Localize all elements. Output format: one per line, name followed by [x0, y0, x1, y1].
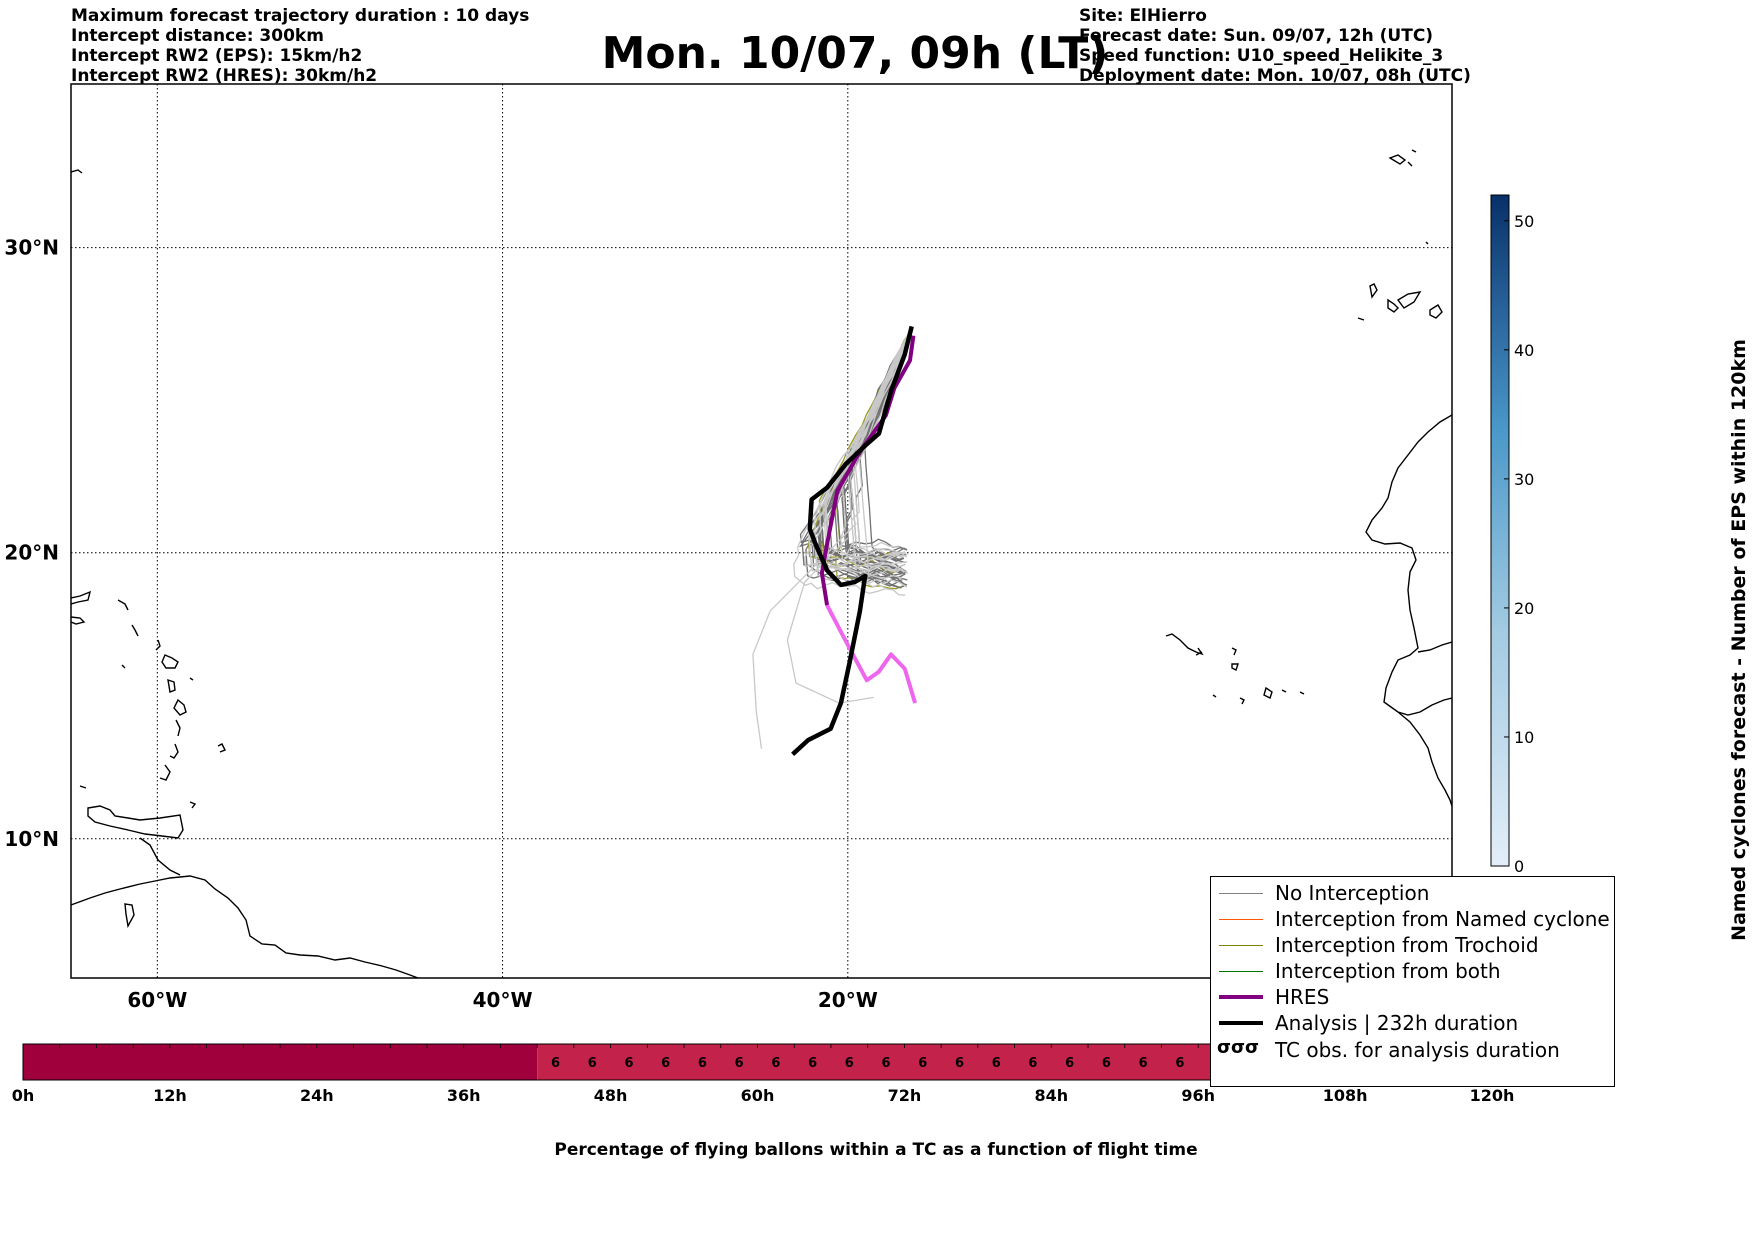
legend-label: Interception from Named cyclone	[1275, 907, 1610, 931]
colorbar-tick-label: 10	[1514, 728, 1534, 747]
legend-row-no-interception: No Interception	[1211, 879, 1614, 908]
map-title: Mon. 10/07, 09h (LT)	[601, 28, 1109, 79]
map-tick-labels: 60°W 40°W 20°W 30°N 20°N 10°N	[4, 236, 877, 1012]
colorbar-gradient	[1490, 194, 1510, 867]
colorbar-tick-label: 0	[1514, 857, 1524, 876]
legend-swatch	[1219, 971, 1263, 972]
time-bar-tick-label: 96h	[1181, 1086, 1215, 1105]
time-bar-value-label: 6	[845, 1056, 854, 1071]
colorbar-ticks: 0 10 20 30 40 50	[1504, 212, 1534, 876]
eps-trajectories	[752, 329, 913, 749]
header-left-line: Intercept distance: 300km	[71, 26, 324, 46]
time-bar-tick-label: 108h	[1323, 1086, 1368, 1105]
time-bar-value-label: 6	[1102, 1056, 1111, 1071]
header-left: Maximum forecast trajectory duration : 1…	[71, 6, 529, 86]
legend-label: Analysis | 232h duration	[1275, 1011, 1519, 1035]
legend-row-trochoid: Interception from Trochoid	[1211, 931, 1614, 960]
time-bar-tick-label: 48h	[594, 1086, 628, 1105]
legend-label: TC obs. for analysis duration	[1275, 1038, 1560, 1062]
time-bar-tick-label: 36h	[447, 1086, 481, 1105]
hres-trajectory	[819, 335, 916, 606]
time-bar-value-label: 6	[771, 1056, 780, 1071]
time-bar-value-label: 6	[808, 1056, 817, 1071]
time-bar-tick-label: 120h	[1470, 1086, 1515, 1105]
time-bar-value-label: 6	[698, 1056, 707, 1071]
lat-tick-label: 10°N	[4, 827, 59, 851]
legend-swatch	[1219, 945, 1263, 946]
time-bar-value-label: 6	[1028, 1056, 1037, 1071]
lon-tick-label: 40°W	[473, 988, 533, 1012]
time-bar-value-label: 6	[735, 1056, 744, 1071]
header-left-line: Intercept RW2 (EPS): 15km/h2	[71, 46, 363, 66]
time-bar-value-label: 6	[1065, 1056, 1074, 1071]
legend-row-hres: HRES	[1211, 983, 1614, 1012]
lon-tick-label: 20°W	[818, 988, 878, 1012]
map-frame	[70, 83, 1453, 979]
header-right-line: Speed function: U10_speed_Helikite_3	[1079, 46, 1444, 66]
time-bar-value-label: 6	[992, 1056, 1001, 1071]
map-grid	[71, 84, 1452, 978]
time-bar-value-label: 6	[624, 1056, 633, 1071]
legend-label: Interception from Trochoid	[1275, 933, 1539, 957]
header-left-line: Intercept RW2 (HRES): 30km/h2	[71, 66, 378, 86]
header-right-line: Site: ElHierro	[1079, 6, 1207, 26]
coastline-africa	[1165, 149, 1452, 807]
eps-trajectory	[857, 329, 913, 578]
time-bar-title: Percentage of flying ballons within a TC…	[554, 1140, 1198, 1160]
header-right-line: Deployment date: Mon. 10/07, 08h (UTC)	[1079, 66, 1471, 86]
time-bar-value-label: 6	[1139, 1056, 1148, 1071]
eps-trajectory	[825, 329, 913, 558]
colorbar: 0 10 20 30 40 50	[1490, 194, 1534, 876]
analysis-trajectory	[791, 325, 914, 756]
colorbar-tick-label: 40	[1514, 341, 1534, 360]
legend-swatch	[1219, 1021, 1263, 1025]
coastline-caribbean	[71, 169, 419, 978]
time-bar-segment-dark	[23, 1044, 538, 1080]
eps-trajectory	[845, 329, 913, 560]
hres-trajectory-late	[825, 604, 918, 704]
time-bar-value-label: 6	[551, 1056, 560, 1071]
header-right-line: Forecast date: Sun. 09/07, 12h (UTC)	[1079, 26, 1434, 46]
header-left-line: Maximum forecast trajectory duration : 1…	[71, 6, 530, 26]
colorbar-label: Named cyclones forecast - Number of EPS …	[1728, 339, 1750, 941]
time-bar-value-label: 6	[661, 1056, 670, 1071]
legend-row-analysis: Analysis | 232h duration	[1211, 1009, 1614, 1038]
lon-tick-label: 60°W	[127, 988, 187, 1012]
time-bar-tick-label: 84h	[1034, 1086, 1068, 1105]
legend-row-named-cyclone: Interception from Named cyclone	[1211, 905, 1614, 934]
legend-swatch	[1219, 995, 1263, 999]
lat-tick-label: 20°N	[4, 541, 59, 565]
legend-row-both: Interception from both	[1211, 957, 1614, 986]
colorbar-tick-label: 30	[1514, 470, 1534, 489]
time-bar-value-label: 6	[955, 1056, 964, 1071]
time-bar-tick-label: 60h	[741, 1086, 775, 1105]
time-bar-tick-label: 0h	[12, 1086, 35, 1105]
time-bar-value-label: 6	[918, 1056, 927, 1071]
eps-trajectory	[786, 537, 874, 704]
header-right: Site: ElHierro Forecast date: Sun. 09/07…	[1079, 6, 1471, 86]
legend-row-tc-obs: σσσ TC obs. for analysis duration	[1211, 1036, 1614, 1065]
legend-swatch	[1219, 919, 1263, 920]
time-bar-tick-label: 12h	[153, 1086, 187, 1105]
colorbar-tick-label: 50	[1514, 212, 1534, 231]
legend-swatch	[1219, 893, 1263, 894]
time-bar-value-label: 6	[588, 1056, 597, 1071]
lat-tick-label: 30°N	[4, 236, 59, 260]
tc-symbol-icon: σσσ	[1217, 1037, 1260, 1058]
legend: No Interception Interception from Named …	[1210, 876, 1615, 1087]
time-bar-tick-label: 72h	[888, 1086, 922, 1105]
time-bar-tick-label: 24h	[300, 1086, 334, 1105]
time-bar-value-label: 6	[882, 1056, 891, 1071]
legend-label: HRES	[1275, 985, 1330, 1009]
legend-label: No Interception	[1275, 881, 1430, 905]
time-bar-value-label: 6	[1175, 1056, 1184, 1071]
colorbar-tick-label: 20	[1514, 599, 1534, 618]
legend-label: Interception from both	[1275, 959, 1501, 983]
